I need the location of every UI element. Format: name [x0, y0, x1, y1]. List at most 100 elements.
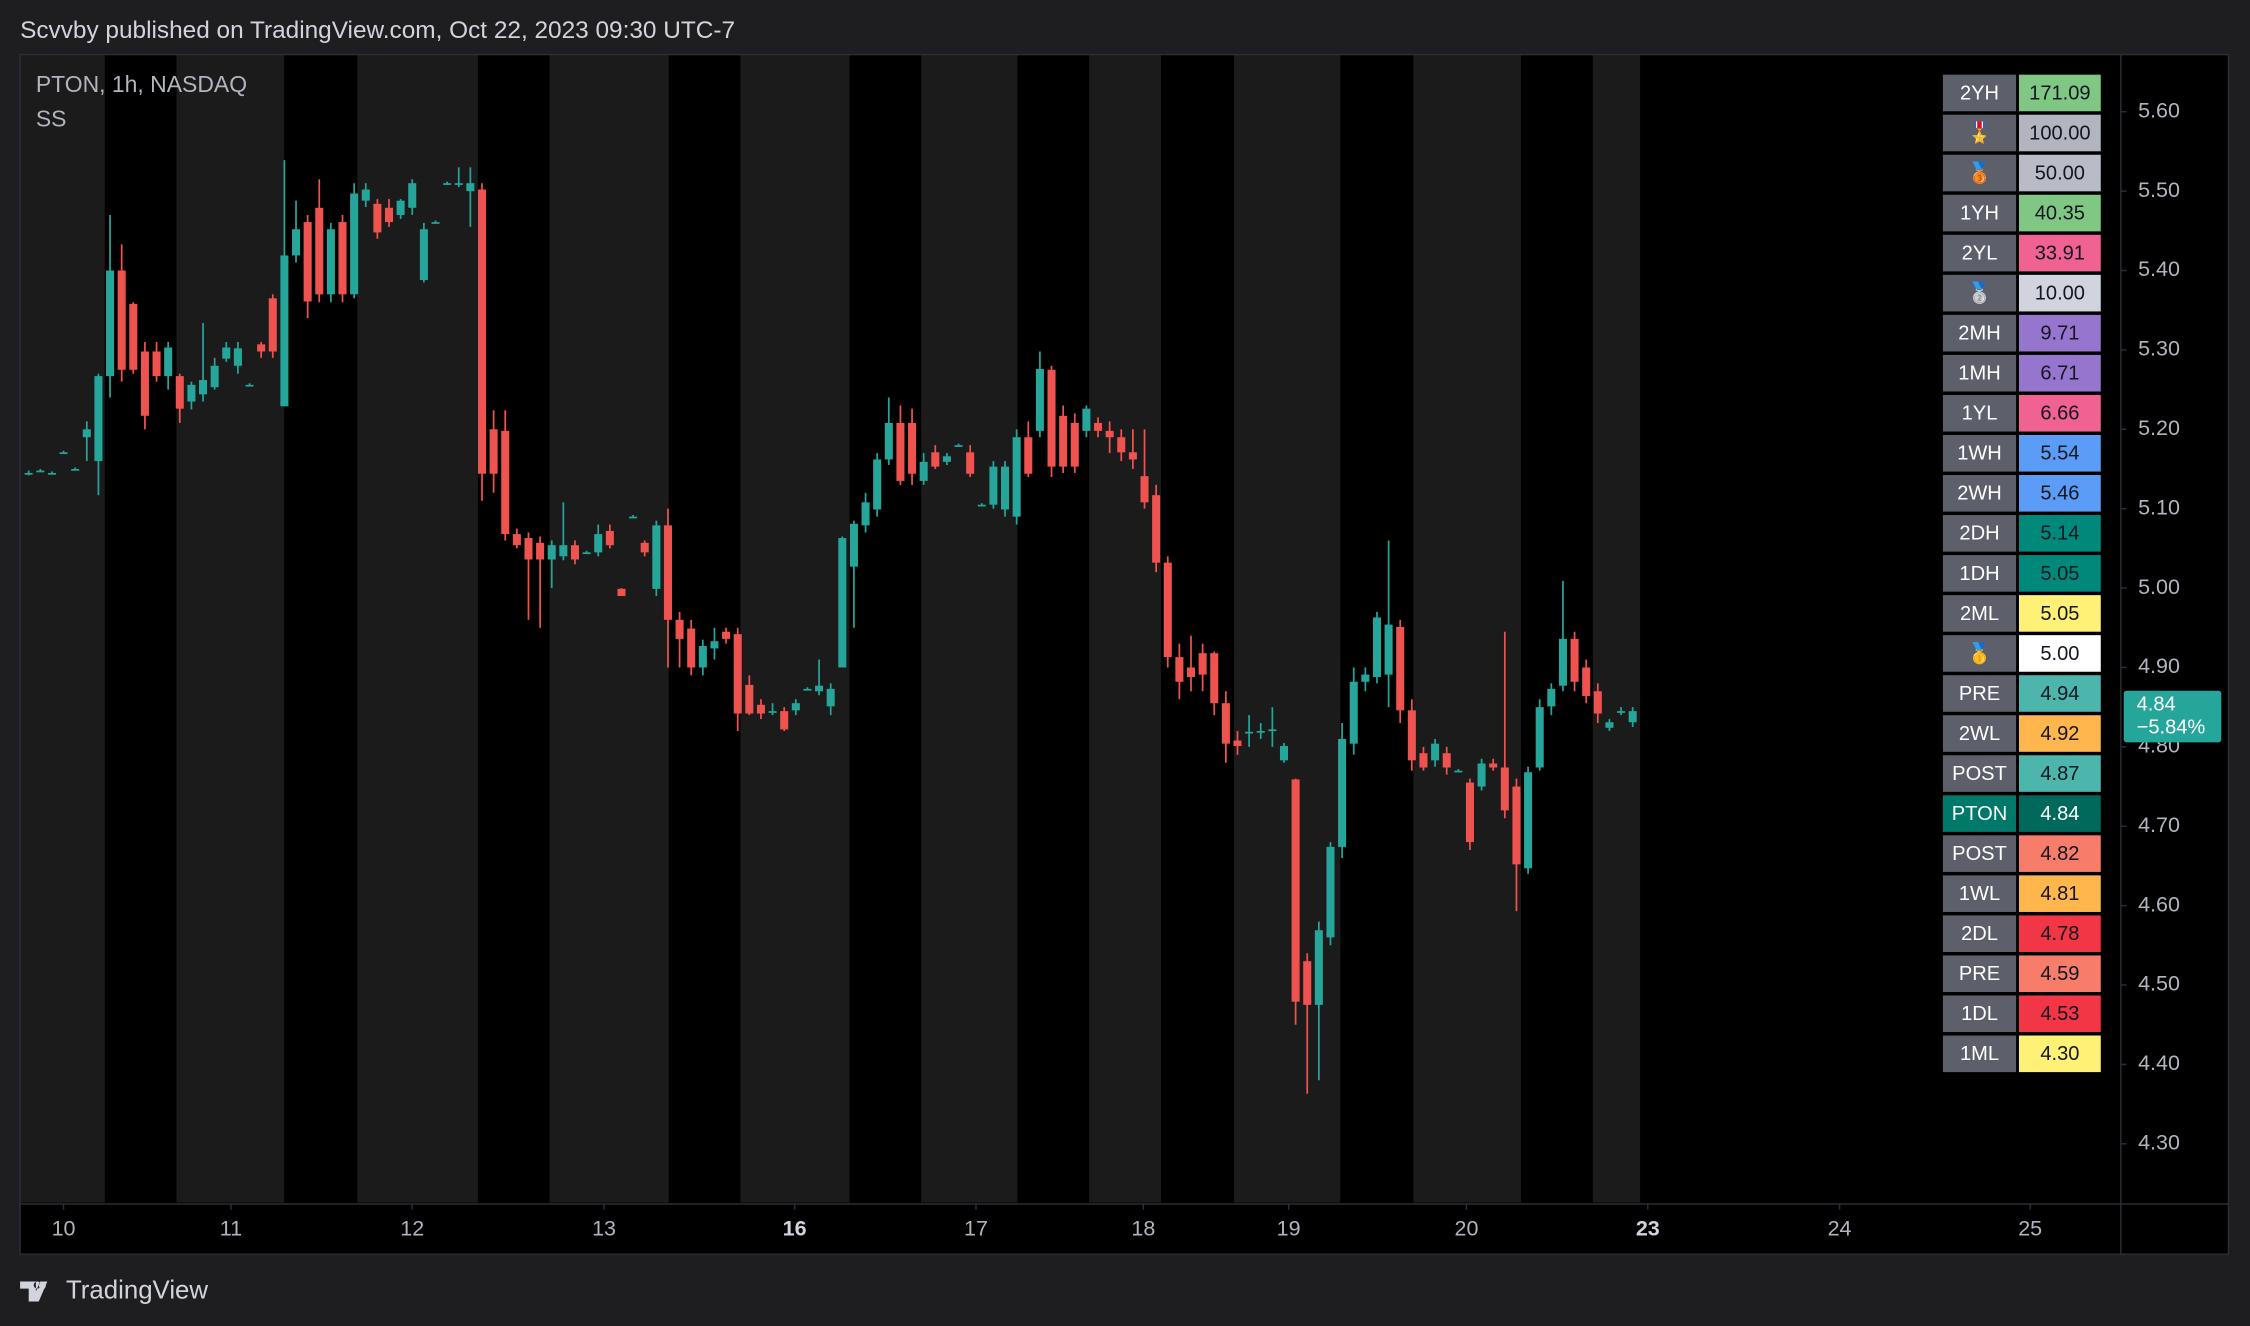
candle-body: [1059, 415, 1068, 467]
table-label: PRE: [1959, 683, 2000, 705]
candle-body: [1547, 688, 1556, 707]
table-value: 4.87: [2040, 763, 2079, 785]
x-tick-label: 24: [1828, 1216, 1852, 1240]
table-label: 2MH: [1958, 323, 2000, 345]
candle-body: [1512, 786, 1521, 865]
table-label: PRE: [1959, 963, 2000, 985]
table-label: 🥉: [1967, 160, 1992, 185]
table-value-cell: [2018, 74, 2101, 112]
candle-body: [477, 189, 487, 474]
candle-body: [396, 200, 405, 215]
table-label-cell: [1942, 394, 2017, 432]
table-value-cell: [2018, 875, 2101, 912]
candle-body: [1024, 437, 1033, 474]
table-label-cell: [1942, 915, 2017, 952]
candle-body: [350, 193, 359, 295]
candle-body: [640, 542, 649, 553]
candle-body: [722, 631, 731, 639]
table-value: 33.91: [2035, 242, 2085, 264]
x-tick-label: 12: [400, 1216, 424, 1240]
candle-body: [896, 422, 905, 481]
table-value: 4.59: [2040, 963, 2079, 985]
time-axis: [20, 1202, 2229, 1255]
x-tick-label: 17: [964, 1216, 988, 1240]
candle-body: [966, 452, 975, 474]
candle-body: [1570, 638, 1579, 682]
candle-body: [1593, 691, 1602, 714]
candle-body: [36, 470, 45, 473]
legend-indicator: SS: [36, 106, 67, 132]
candle-body: [268, 298, 277, 352]
table-label: 1YH: [1960, 202, 1999, 224]
x-tick-label: 18: [1131, 1216, 1155, 1240]
candle-body: [1431, 743, 1440, 761]
table-value-cell: [2018, 194, 2101, 232]
candle-body: [652, 525, 661, 589]
y-tick-label: 5.20: [2138, 416, 2180, 440]
candle-body: [908, 422, 917, 474]
x-tick-label: 25: [2018, 1216, 2042, 1240]
candle-body: [1477, 763, 1486, 787]
candle-body: [257, 344, 266, 352]
candle-body: [1419, 753, 1428, 768]
candle-body: [326, 229, 335, 295]
candle-body: [1186, 667, 1196, 677]
candle-body: [303, 222, 312, 302]
table-value-cell: [2018, 915, 2101, 952]
x-tick-label: 16: [783, 1216, 807, 1240]
candle-body: [71, 468, 80, 471]
table-value: 6.66: [2040, 403, 2079, 425]
table-label: 1DH: [1959, 563, 1999, 585]
candle-body: [1372, 617, 1381, 677]
candle-body: [1582, 667, 1591, 697]
table-label-cell: [1942, 114, 2017, 152]
table-label: 2DH: [1959, 523, 1999, 545]
candle-body: [1117, 437, 1126, 453]
table-value: 5.54: [2040, 443, 2079, 465]
table-value: 4.81: [2040, 883, 2079, 905]
table-value: 6.71: [2040, 363, 2079, 385]
table-label-cell: [1942, 314, 2017, 352]
candle-body: [94, 376, 103, 462]
table-value-cell: [2018, 234, 2101, 272]
table-value: 10.00: [2035, 283, 2085, 305]
candle-body: [1233, 740, 1242, 747]
candle-body: [1500, 767, 1509, 811]
y-tick-label: 5.50: [2138, 178, 2180, 202]
candle-body: [175, 376, 184, 409]
candle-body: [24, 472, 33, 475]
table-value-cell: [2018, 995, 2101, 1033]
candle-body: [408, 183, 417, 208]
candle-body: [687, 628, 696, 668]
table-value-cell: [2018, 475, 2101, 512]
table-label-cell: [1942, 274, 2017, 312]
table-label-cell: [1942, 234, 2017, 272]
table-label-cell: [1942, 755, 2017, 792]
candle-body: [1617, 711, 1626, 713]
candle-body: [710, 641, 719, 649]
table-label-cell: [1942, 475, 2017, 512]
y-tick-label: 4.70: [2138, 813, 2180, 837]
candle-body: [1245, 731, 1254, 734]
publish-header: Scvvby published on TradingView.com, Oct…: [20, 17, 735, 44]
footer-brand: TradingView: [66, 1276, 208, 1304]
candle-body: [815, 685, 824, 692]
table-label-cell: [1942, 875, 2017, 912]
candle-body: [1338, 738, 1347, 847]
session-shading: [20, 54, 1641, 1203]
candle-body: [82, 429, 91, 438]
candle-body: [233, 348, 242, 366]
table-value-cell: [2018, 354, 2101, 392]
table-value: 4.30: [2040, 1043, 2079, 1065]
table-value: 5.14: [2040, 523, 2079, 545]
table-label-cell: [1942, 515, 2017, 552]
table-value: 5.46: [2040, 483, 2079, 505]
y-tick-label: 4.50: [2138, 972, 2180, 996]
table-value: 5.00: [2040, 643, 2079, 665]
table-value: 4.82: [2040, 843, 2079, 865]
candle-body: [873, 459, 882, 510]
table-label-cell: [1942, 795, 2017, 832]
candle-body: [768, 711, 777, 713]
table-value: 100.00: [2029, 122, 2090, 144]
